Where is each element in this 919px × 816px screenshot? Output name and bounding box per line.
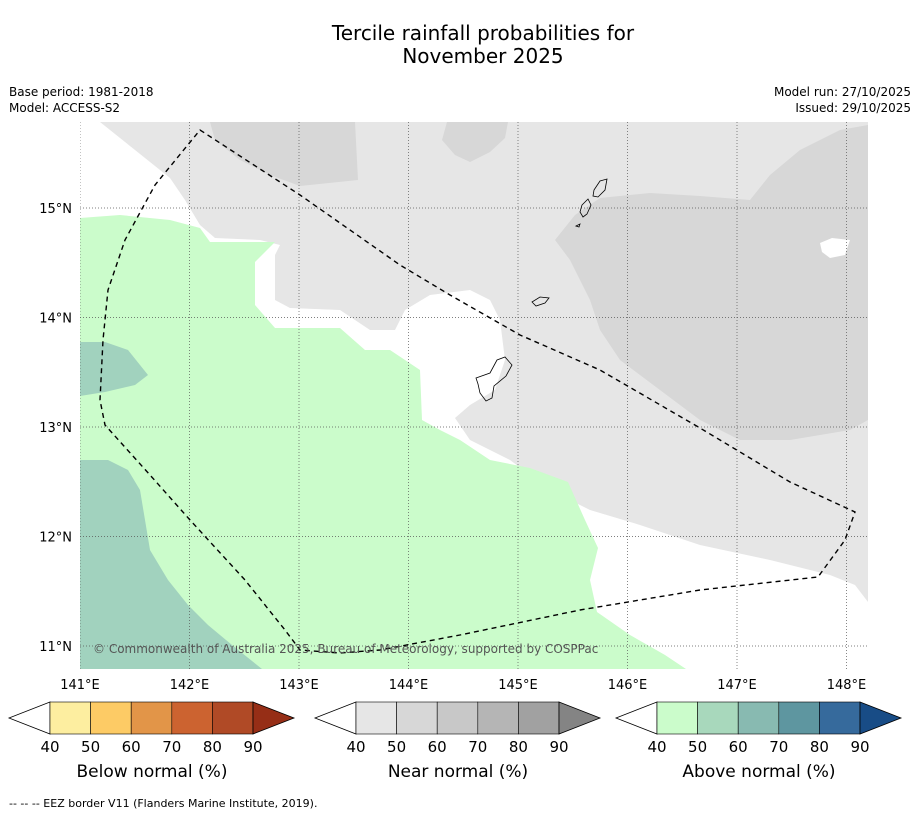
colorbar-tick-label: 70 (769, 738, 788, 756)
colorbar-min-extension (313, 701, 357, 735)
copyright-label: © Commonwealth of Australia 2025, Bureau… (93, 642, 598, 656)
island-aguijan (574, 223, 581, 228)
eez-border (99, 129, 856, 654)
colorbar-tick-label: 90 (243, 738, 262, 756)
colorbar-label-near: Near normal (%) (387, 762, 529, 782)
lat-tick-label: 14°N (39, 312, 72, 327)
colorbar-segment (436, 701, 479, 735)
near-normal-50-patch-small (442, 122, 508, 162)
lat-tick-label: 13°N (39, 421, 72, 436)
island-tinian (579, 198, 592, 218)
colorbar-above: 40 50 60 70 80 90 (614, 701, 903, 756)
title-line-2: November 2025 (402, 44, 564, 68)
colorbar-label-below: Below normal (%) (76, 762, 228, 782)
model-name: Model: ACCESS-S2 (9, 101, 121, 115)
axis-labels: 141°E 142°E 143°E 144°E 145°E 146°E 147°E 148°E… (39, 202, 866, 693)
colorbar-label-above: Above normal (%) (682, 762, 836, 782)
colorbar-tick-label: 40 (647, 738, 666, 756)
colorbar-segment (697, 701, 739, 735)
metadata-right: Model run: 27/10/2025 Issued: 29/10/2025 (774, 84, 911, 116)
title-line-1: Tercile rainfall probabilities for (331, 21, 635, 45)
colorbar-tick-label: 70 (468, 738, 487, 756)
lon-tick-label: 143°E (279, 678, 319, 693)
lon-tick-label: 144°E (389, 678, 429, 693)
colorbar-max-extension (558, 701, 602, 735)
colorbar-segment (212, 701, 254, 735)
above-normal-50-region-southwest (80, 460, 262, 669)
colorbar-tick-label: 60 (729, 738, 748, 756)
colorbar-segment (355, 701, 397, 735)
footnote-eez: -- -- -- EEZ border V11 (Flanders Marine… (9, 797, 318, 810)
colorbar-segment (171, 701, 213, 735)
near-normal-50-region (555, 125, 868, 440)
lon-tick-label: 148°E (827, 678, 867, 693)
lat-tick-label: 11°N (39, 640, 72, 655)
model-run: Model run: 27/10/2025 (773, 85, 911, 99)
colorbar-below: 40 50 60 70 80 90 (7, 701, 296, 756)
colorbar-tick-label: 90 (549, 738, 568, 756)
lat-tick-label: 15°N (39, 202, 72, 217)
colorbar-tick-label: 80 (203, 738, 222, 756)
island-saipan (592, 178, 608, 198)
metadata-left: Base period: 1981-2018 Model: ACCESS-S2 (9, 84, 154, 116)
colorbar-max-extension (859, 701, 903, 735)
colorbar-max-extension (252, 701, 296, 735)
lon-tick-label: 146°E (608, 678, 648, 693)
colorbar-min-extension (7, 701, 51, 735)
colorbar-tick-label: 50 (688, 738, 707, 756)
colorbar-tick-label: 40 (346, 738, 365, 756)
map-panel: © Commonwealth of Australia 2025, Bureau… (80, 122, 868, 669)
map-title: Tercile rainfall probabilities for Novem… (0, 22, 919, 68)
colorbars: 40 50 60 70 80 90 40 50 60 70 80 90 40 50 60 70 80 90 (7, 701, 903, 756)
lon-tick-label: 145°E (498, 678, 538, 693)
colorbar-tick-label: 50 (81, 738, 100, 756)
lon-tick-label: 141°E (60, 678, 100, 693)
colorbar-segment (737, 701, 780, 735)
colorbar-tick-label: 70 (162, 738, 181, 756)
colorbar-tick-label: 50 (387, 738, 406, 756)
issued-date: Issued: 29/10/2025 (795, 101, 911, 115)
colorbar-segment (778, 701, 820, 735)
colorbar-tick-label: 80 (509, 738, 528, 756)
colorbar-tick-label: 60 (122, 738, 141, 756)
colorbar-segment (396, 701, 438, 735)
colorbar-tick-label: 40 (40, 738, 59, 756)
base-period: Base period: 1981-2018 (9, 85, 154, 99)
island-guam (475, 356, 513, 402)
colorbar-tick-label: 80 (810, 738, 829, 756)
colorbar-segment (656, 701, 698, 735)
colorbar-near: 40 50 60 70 80 90 (313, 701, 602, 756)
lon-tick-label: 142°E (170, 678, 210, 693)
colorbar-segment (518, 701, 560, 735)
colorbar-tick-label: 90 (850, 738, 869, 756)
island-rota (531, 296, 550, 307)
above-normal-50-region-west (80, 342, 148, 396)
colorbar-segment (477, 701, 519, 735)
colorbar-segment (49, 701, 91, 735)
colorbar-segment (130, 701, 173, 735)
lon-tick-label: 147°E (717, 678, 757, 693)
colorbar-min-extension (614, 701, 658, 735)
near-normal-50-patch-north (210, 122, 358, 186)
colorbar-segment (819, 701, 861, 735)
white-patch-east (820, 238, 850, 258)
colorbar-segment (90, 701, 132, 735)
colorbar-tick-label: 60 (428, 738, 447, 756)
lat-tick-label: 12°N (39, 531, 72, 546)
gridlines (80, 122, 868, 669)
above-normal-40-region (80, 215, 686, 669)
